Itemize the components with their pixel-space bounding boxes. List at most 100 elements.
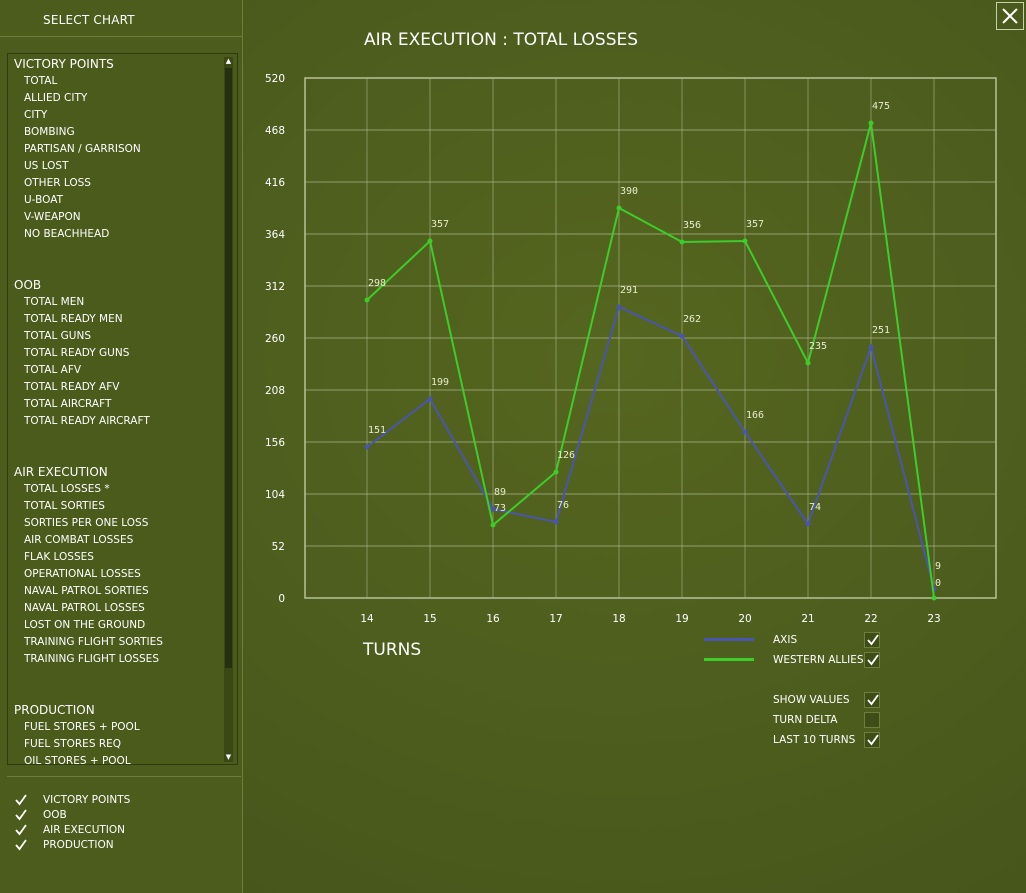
data-label: 298: [368, 278, 386, 289]
x-axis-label: TURNS: [363, 640, 422, 660]
data-point: [616, 304, 622, 310]
data-label: 357: [431, 219, 449, 230]
chart-list-item[interactable]: TOTAL SORTIES: [24, 500, 105, 512]
chart-list-item[interactable]: FUEL STORES + POOL: [24, 721, 140, 733]
chart-group-title: OOB: [14, 278, 42, 292]
chart-list-scrollbar[interactable]: ▲ ▼: [224, 57, 233, 762]
scroll-thumb[interactable]: [225, 68, 232, 668]
chart-list[interactable]: VICTORY POINTS TOTAL ALLIED CITY CITY BOMBIN…: [7, 53, 238, 765]
data-point: [742, 429, 748, 435]
scroll-down-icon[interactable]: ▼: [224, 753, 233, 762]
data-point: [553, 519, 559, 525]
y-tick-label: 52: [272, 541, 285, 553]
chart-list-item[interactable]: TOTAL READY MEN: [24, 313, 123, 325]
x-tick-label: 22: [864, 613, 877, 625]
chart-list-item[interactable]: NO BEACHHEAD: [24, 228, 110, 240]
checkbox[interactable]: [14, 793, 28, 807]
option-label: LAST 10 TURNS: [773, 734, 856, 746]
x-tick-label: 21: [801, 613, 814, 625]
chart-list-item[interactable]: CITY: [24, 109, 48, 121]
checkbox[interactable]: [14, 823, 28, 837]
filter-checkbox[interactable]: PRODUCTION: [14, 838, 114, 853]
x-tick-label: 19: [675, 613, 688, 625]
check-icon: [867, 734, 879, 746]
filter-checkbox[interactable]: VICTORY POINTS: [14, 793, 130, 808]
legend-checkbox[interactable]: [864, 652, 880, 668]
data-point: [553, 469, 559, 475]
chart-list-item[interactable]: V-WEAPON: [24, 211, 81, 223]
x-tick-label: 17: [549, 613, 562, 625]
chart-list-item[interactable]: OIL STORES + POOL: [24, 755, 131, 765]
data-point: [931, 595, 937, 601]
data-label: 73: [494, 503, 506, 514]
chart-list-item[interactable]: SORTIES PER ONE LOSS: [24, 517, 149, 529]
data-point: [616, 205, 622, 211]
chart-group-title: AIR EXECUTION: [14, 465, 108, 479]
option-checkbox[interactable]: [864, 732, 880, 748]
chart-list-item[interactable]: FUEL STORES REQ: [24, 738, 122, 750]
chart-list-item[interactable]: OTHER LOSS: [24, 177, 91, 189]
chart-list-item[interactable]: TOTAL MEN: [24, 296, 85, 308]
filter-label: PRODUCTION: [43, 839, 114, 851]
chart-list-item[interactable]: U-BOAT: [24, 194, 63, 206]
chart-group-title: PRODUCTION: [14, 703, 95, 717]
select-chart-header: SELECT CHART: [0, 0, 242, 37]
chart-list-item[interactable]: LOST ON THE GROUND: [24, 619, 146, 631]
checkbox[interactable]: [14, 808, 28, 822]
chart-group: VICTORY POINTS TOTAL ALLIED CITY CITY BOMBIN…: [14, 56, 141, 243]
chart-list-item[interactable]: TOTAL READY GUNS: [24, 347, 130, 359]
data-point: [364, 297, 370, 303]
series-line-western-allies: [366, 122, 935, 599]
chart-list-item[interactable]: TOTAL AIRCRAFT: [24, 398, 112, 410]
close-button[interactable]: [996, 2, 1024, 30]
chart-list-item[interactable]: TRAINING FLIGHT LOSSES: [24, 653, 159, 665]
legend-label: WESTERN ALLIES: [773, 654, 864, 666]
y-tick-label: 364: [265, 229, 285, 241]
filter-label: VICTORY POINTS: [43, 794, 131, 806]
data-label: 251: [872, 325, 890, 336]
y-tick-label: 104: [265, 489, 285, 501]
filter-checkbox[interactable]: AIR EXECUTION: [14, 823, 125, 838]
chart-list-item[interactable]: TOTAL READY AIRCRAFT: [24, 415, 150, 427]
scroll-up-icon[interactable]: ▲: [224, 57, 233, 66]
legend-line: [704, 658, 754, 661]
chart-list-item[interactable]: OPERATIONAL LOSSES: [24, 568, 141, 580]
data-point: [805, 521, 811, 527]
chart-list-item[interactable]: AIR COMBAT LOSSES: [24, 534, 134, 546]
chart-list-item[interactable]: US LOST: [24, 160, 69, 172]
data-label: 356: [683, 220, 701, 231]
chart-list-item[interactable]: NAVAL PATROL LOSSES: [24, 602, 145, 614]
option-checkbox[interactable]: [864, 712, 880, 728]
divider: [7, 776, 241, 777]
data-point: [490, 522, 496, 528]
filter-label: AIR EXECUTION: [43, 824, 126, 836]
chart-list-item[interactable]: BOMBING: [24, 126, 75, 138]
y-tick-label: 416: [265, 177, 285, 189]
chart-list-item[interactable]: PARTISAN / GARRISON: [24, 143, 141, 155]
chart-list-item[interactable]: TOTAL: [24, 75, 58, 87]
x-tick-label: 14: [360, 613, 374, 625]
chart-list-item[interactable]: TOTAL AFV: [24, 364, 82, 376]
data-point: [868, 344, 874, 350]
chart-list-item[interactable]: TRAINING FLIGHT SORTIES: [24, 636, 163, 648]
x-tick-label: 18: [612, 613, 625, 625]
data-label: 475: [872, 101, 890, 112]
chart-list-item[interactable]: FLAK LOSSES: [24, 551, 94, 563]
series-line-axis: [366, 305, 935, 590]
data-point: [427, 396, 433, 402]
chart-list-item[interactable]: ALLIED CITY: [24, 92, 88, 104]
check-icon: [867, 634, 879, 646]
legend-line: [704, 638, 754, 641]
chart-group-title: VICTORY POINTS: [14, 57, 114, 71]
checkbox[interactable]: [14, 838, 28, 852]
filter-checkbox[interactable]: OOB: [14, 808, 67, 823]
y-tick-label: 520: [265, 73, 285, 85]
chart-list-item[interactable]: NAVAL PATROL SORTIES: [24, 585, 149, 597]
chart-list-item[interactable]: TOTAL LOSSES *: [24, 483, 110, 495]
legend-checkbox[interactable]: [864, 632, 880, 648]
chart-list-item[interactable]: TOTAL READY AFV: [24, 381, 120, 393]
chart-title: AIR EXECUTION : TOTAL LOSSES: [364, 30, 639, 50]
chart-list-item[interactable]: TOTAL GUNS: [24, 330, 91, 342]
option-checkbox[interactable]: [864, 692, 880, 708]
